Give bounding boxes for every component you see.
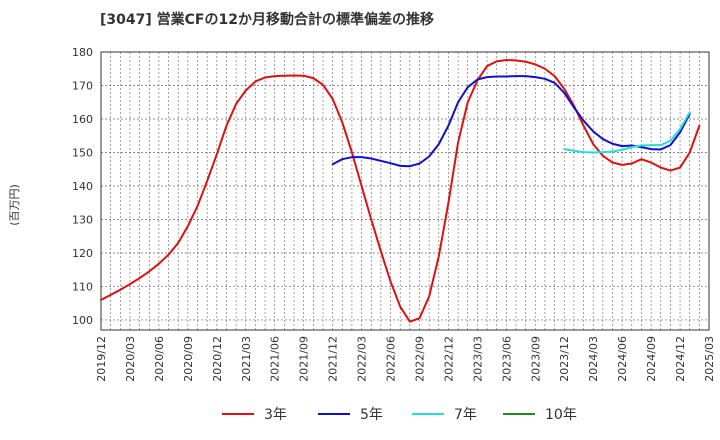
x-tick-label: 2024/12 <box>674 336 687 382</box>
series-lines <box>100 59 701 323</box>
series-line-7年 <box>563 111 691 154</box>
x-tick-label: 2019/12 <box>95 336 108 382</box>
x-tick-label: 2025/03 <box>703 336 716 382</box>
chart-title: [3047] 営業CFの12か月移動合計の標準偏差の推移 <box>100 11 434 28</box>
x-tick-label: 2020/06 <box>153 336 166 382</box>
y-tick-label: 130 <box>72 213 93 226</box>
series-line-5年 <box>331 75 691 168</box>
y-tick-label: 180 <box>72 46 93 59</box>
y-axis-label: (百万円) <box>8 184 21 226</box>
y-tick-label: 110 <box>72 280 93 293</box>
y-tick-label: 160 <box>72 113 93 126</box>
x-tick-label: 2022/03 <box>356 336 369 382</box>
y-tick-label: 120 <box>72 247 93 260</box>
x-tick-label: 2021/03 <box>240 336 253 382</box>
x-tick-label: 2021/06 <box>269 336 282 382</box>
x-tick-label: 2020/03 <box>124 336 137 382</box>
x-tick-label: 2022/09 <box>413 336 426 382</box>
x-tick-label: 2023/03 <box>471 336 484 382</box>
legend: 3年 5年 7年 10年 <box>222 407 577 423</box>
series-line-3年 <box>100 59 701 323</box>
x-tick-label: 2023/09 <box>529 336 542 382</box>
legend-label: 7年 <box>454 407 477 423</box>
legend-label: 3年 <box>264 407 287 423</box>
plot-frame <box>100 51 710 331</box>
y-tick-label: 140 <box>72 180 93 193</box>
gridlines <box>100 51 710 330</box>
legend-label: 10年 <box>545 407 577 423</box>
x-tick-label: 2023/06 <box>500 336 513 382</box>
x-tick-label: 2024/03 <box>587 336 600 382</box>
x-axis-ticks: 2019/12 2020/03 2020/06 2020/09 2020/12 2021/… <box>95 336 716 382</box>
x-tick-label: 2023/12 <box>558 336 571 382</box>
x-tick-label: 2020/09 <box>182 336 195 382</box>
y-tick-label: 100 <box>72 314 93 327</box>
x-tick-label: 2024/06 <box>616 336 629 382</box>
y-tick-label: 150 <box>72 146 93 159</box>
x-tick-label: 2020/12 <box>211 336 224 382</box>
x-tick-label: 2021/09 <box>298 336 311 382</box>
x-tick-label: 2024/09 <box>645 336 658 382</box>
x-tick-label: 2022/12 <box>442 336 455 382</box>
y-axis-ticks: 100 110 120 130 140 150 160 170 180 <box>72 46 93 327</box>
legend-label: 5年 <box>360 407 383 423</box>
x-tick-label: 2022/06 <box>385 336 398 382</box>
x-tick-label: 2021/12 <box>327 336 340 382</box>
y-tick-label: 170 <box>72 79 93 92</box>
